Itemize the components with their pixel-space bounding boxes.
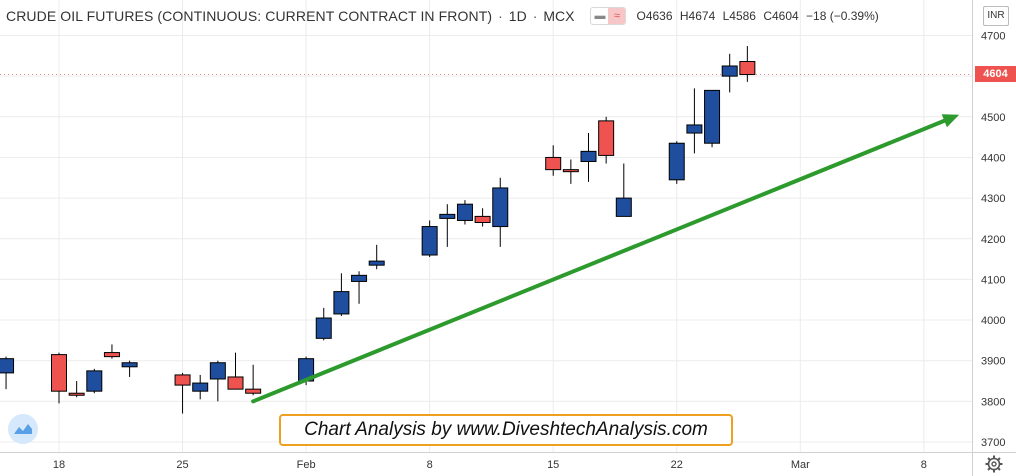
candle-body bbox=[368, 260, 385, 266]
wave-icon[interactable]: ≈ bbox=[608, 8, 626, 24]
close-value: 4604 bbox=[772, 9, 799, 23]
candle-body bbox=[492, 187, 509, 228]
separator: · bbox=[498, 8, 503, 24]
candle-body bbox=[351, 274, 368, 282]
candle-body bbox=[121, 362, 138, 368]
last-price-badge: 4604 bbox=[975, 66, 1016, 82]
legend-toggle[interactable]: ▬ ≈ bbox=[590, 7, 627, 25]
open-value: 4636 bbox=[645, 9, 673, 23]
x-tick-label: 15 bbox=[547, 459, 559, 471]
y-tick-label: 3700 bbox=[981, 437, 1005, 449]
candle-body bbox=[86, 370, 103, 392]
candle-body bbox=[68, 392, 85, 396]
change-value: −18 (−0.39%) bbox=[806, 9, 879, 23]
candle-body bbox=[721, 65, 738, 77]
candle-body bbox=[421, 226, 438, 256]
candle-body bbox=[103, 352, 120, 358]
interval-label[interactable]: 1D bbox=[508, 8, 527, 24]
candle-body bbox=[598, 120, 615, 156]
symbol-title[interactable]: CRUDE OIL FUTURES (CONTINUOUS: CURRENT C… bbox=[6, 8, 493, 24]
candle-body bbox=[615, 197, 632, 217]
y-tick-label: 3800 bbox=[981, 396, 1005, 408]
candle-body bbox=[439, 213, 456, 219]
candle-body bbox=[739, 61, 756, 76]
gear-icon[interactable] bbox=[985, 455, 1003, 473]
annotation-box: Chart Analysis by www.DiveshtechAnalysis… bbox=[279, 414, 733, 446]
x-tick-label: 8 bbox=[427, 459, 433, 471]
y-tick-label: 3900 bbox=[981, 356, 1005, 368]
y-tick-label: 4400 bbox=[981, 152, 1005, 164]
x-tick-label: Mar bbox=[791, 459, 810, 471]
candle-body bbox=[704, 89, 721, 144]
candle-body bbox=[209, 362, 226, 380]
trend-arrow-line bbox=[251, 118, 947, 404]
ohlc-values: O4636 H4674 L4586 C4604 −18 (−0.39%) bbox=[636, 9, 882, 23]
candle-body bbox=[192, 382, 209, 392]
candle-body bbox=[456, 203, 473, 221]
candle-body bbox=[227, 376, 244, 390]
candle-body bbox=[545, 156, 562, 171]
open-label: O bbox=[636, 9, 646, 23]
candle-body bbox=[562, 169, 579, 173]
y-tick-label: 4500 bbox=[981, 112, 1005, 124]
candle-body bbox=[580, 150, 597, 163]
high-label: H bbox=[679, 9, 689, 23]
currency-badge[interactable]: INR bbox=[983, 6, 1009, 26]
x-tick-label: Feb bbox=[297, 459, 316, 471]
y-tick-label: 4300 bbox=[981, 193, 1005, 205]
y-tick-label: 4200 bbox=[981, 234, 1005, 246]
separator: · bbox=[532, 8, 538, 24]
candle-body bbox=[686, 124, 703, 134]
candle-body bbox=[315, 317, 332, 339]
candle-body bbox=[245, 388, 262, 394]
x-tick-label: 25 bbox=[176, 459, 188, 471]
x-tick-label: 18 bbox=[53, 459, 65, 471]
y-tick-label: 4100 bbox=[981, 274, 1005, 286]
chart-header: CRUDE OIL FUTURES (CONTINUOUS: CURRENT C… bbox=[6, 6, 883, 26]
tradingview-logo-icon[interactable] bbox=[8, 414, 38, 444]
y-tick-label: 4000 bbox=[981, 315, 1005, 327]
high-value: 4674 bbox=[688, 9, 716, 23]
y-tick-label: 4700 bbox=[981, 31, 1005, 43]
candle-body bbox=[0, 358, 15, 374]
x-tick-label: 22 bbox=[671, 459, 683, 471]
candle-body bbox=[474, 215, 491, 223]
x-tick-label: 8 bbox=[921, 459, 927, 471]
candle-body bbox=[174, 374, 191, 386]
candle-body bbox=[333, 291, 350, 315]
low-label: L bbox=[722, 9, 730, 23]
low-value: 4586 bbox=[729, 9, 756, 23]
close-label: C bbox=[763, 9, 772, 23]
eye-icon[interactable]: ▬ bbox=[594, 10, 606, 22]
trend-arrow-head bbox=[941, 114, 960, 128]
exchange-label: MCX bbox=[543, 8, 575, 24]
candle-body bbox=[668, 142, 685, 181]
candle-body bbox=[51, 354, 67, 392]
